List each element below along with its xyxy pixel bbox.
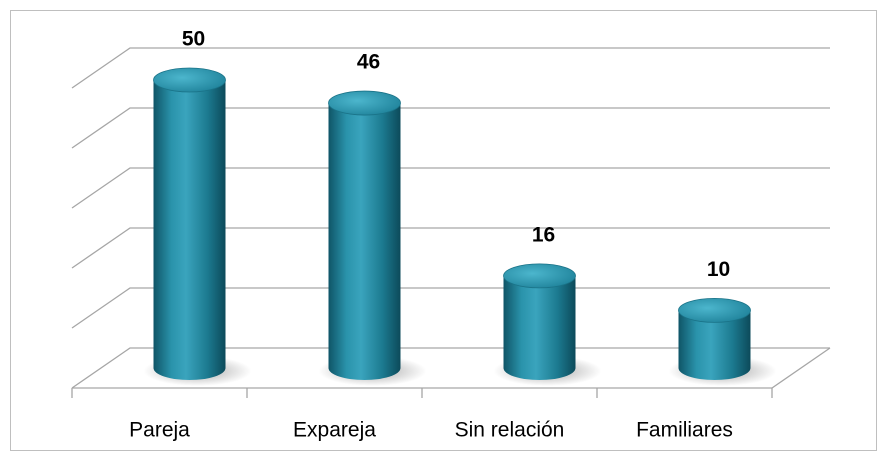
x-tick-label: Expareja [293, 419, 376, 442]
grid-line [71, 227, 830, 269]
grid-line [71, 287, 830, 329]
bar [153, 80, 226, 380]
grid-line [71, 167, 830, 209]
x-tick-label: Sin relación [455, 419, 565, 442]
grid-line [71, 347, 830, 389]
bar-top [153, 67, 226, 93]
grid-line [71, 107, 830, 149]
data-label: 50 [182, 28, 205, 51]
data-label: 16 [532, 223, 555, 246]
bar-top [503, 263, 576, 289]
bar [328, 103, 401, 380]
grid-line [71, 47, 830, 89]
x-tick-label: Familiares [636, 419, 733, 442]
data-label: 46 [357, 51, 380, 74]
bar [678, 310, 751, 380]
bar-top [678, 297, 751, 323]
x-tick-label: Pareja [129, 419, 190, 442]
chart-frame [10, 10, 877, 451]
data-label: 10 [707, 258, 730, 281]
bar-top [328, 90, 401, 116]
bar [503, 275, 576, 380]
